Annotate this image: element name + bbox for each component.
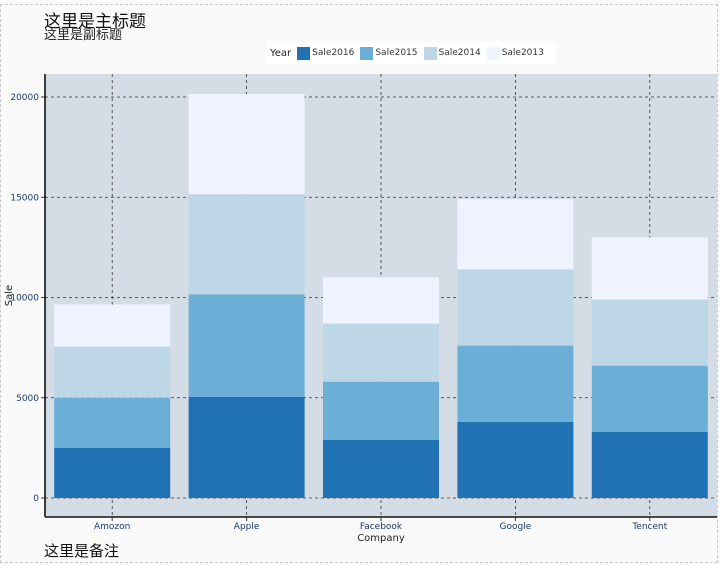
legend-title: Year (270, 47, 292, 59)
x-tick-label: Facebook (360, 522, 403, 532)
chart-subtitle: 这里是副标题 (44, 28, 123, 43)
legend-swatch (486, 46, 500, 60)
legend-item-sale2016: Sale2016 (297, 46, 355, 60)
bar-sale2016 (54, 447, 171, 498)
y-tick-label: 20000 (10, 93, 39, 103)
x-tick-label: Apple (234, 522, 260, 532)
legend-swatch (360, 46, 374, 60)
chart-note: 这里是备注 (44, 542, 120, 560)
bar-sale2013 (188, 93, 305, 195)
bar-sale2015 (54, 397, 171, 448)
y-tick-label: 5000 (16, 394, 39, 404)
bar-sale2016 (457, 421, 574, 498)
y-tick-label: 15000 (10, 193, 39, 203)
figure-frame (0, 4, 718, 563)
y-tick-label: 10000 (10, 294, 39, 304)
legend-item-sale2014: Sale2014 (423, 46, 481, 60)
chart-title: 这里是主标题 (44, 12, 146, 32)
bar-sale2014 (188, 194, 305, 295)
bar-sale2016 (591, 431, 708, 498)
bar-sale2013 (457, 199, 574, 270)
bar-sale2015 (188, 294, 305, 397)
bar-sale2013 (591, 237, 708, 300)
x-axis-title: Company (357, 533, 405, 544)
bar-sale2014 (323, 323, 439, 382)
bar-sale2014 (54, 346, 171, 398)
y-tick-label: 0 (33, 494, 39, 504)
bar-sale2016 (323, 439, 439, 498)
bar-sale2015 (457, 345, 574, 422)
legend-label: Sale2014 (438, 48, 481, 58)
x-tick-label: Tencent (631, 522, 667, 532)
legend-swatch (297, 46, 311, 60)
y-axis-title: Sale (4, 285, 15, 306)
legend-label: Sale2016 (312, 48, 355, 58)
legend-item-sale2013: Sale2013 (486, 46, 544, 60)
bar-sale2014 (591, 299, 708, 366)
bar-sale2016 (188, 396, 305, 498)
bar-sale2014 (457, 269, 574, 346)
x-tick-label: Amozon (94, 522, 130, 532)
bar-sale2013 (54, 304, 171, 347)
legend-label: Sale2013 (501, 48, 544, 58)
legend-item-sale2015: Sale2015 (360, 46, 418, 60)
legend-swatch (423, 46, 437, 60)
legend: Year Sale2016 Sale2015 Sale2014 Sale2013 (266, 42, 556, 64)
bar-sale2015 (591, 365, 708, 432)
legend-label: Sale2015 (375, 48, 418, 58)
x-tick-label: Google (500, 522, 532, 532)
bar-sale2015 (323, 381, 439, 440)
bar-sale2013 (323, 277, 439, 324)
